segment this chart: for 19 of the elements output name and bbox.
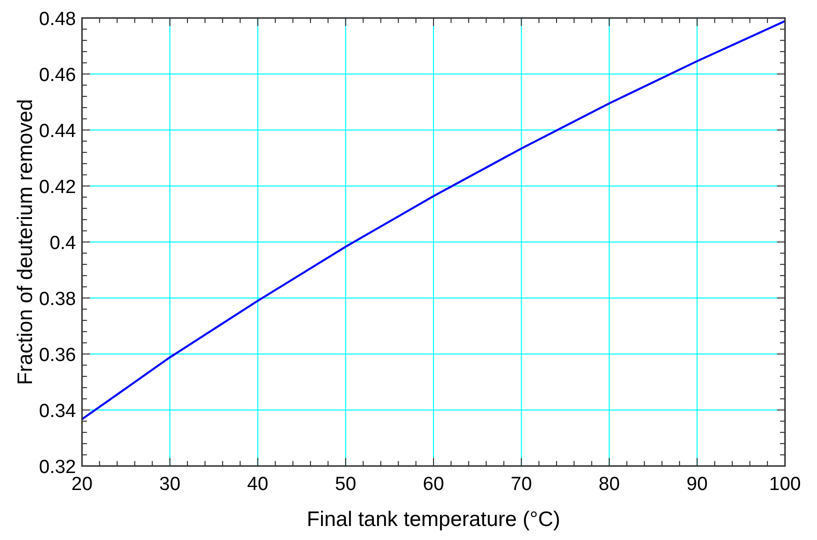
y-axis-title: Fraction of deuterium removed bbox=[14, 99, 37, 385]
x-tick-label: 100 bbox=[769, 474, 801, 495]
x-tick-label: 70 bbox=[510, 474, 532, 495]
y-tick-label: 0.44 bbox=[39, 121, 76, 142]
x-tick-label: 50 bbox=[335, 474, 356, 495]
x-axis-title: Final tank temperature (°C) bbox=[306, 508, 560, 531]
y-tick-label: 0.34 bbox=[39, 401, 76, 422]
y-tick-label: 0.36 bbox=[39, 345, 76, 366]
y-tick-label: 0.42 bbox=[39, 177, 76, 198]
x-tick-label: 90 bbox=[686, 474, 708, 495]
y-tick-label: 0.4 bbox=[50, 233, 76, 254]
y-tick-label: 0.46 bbox=[39, 65, 76, 86]
line-series bbox=[81, 20, 786, 420]
x-tick-label: 80 bbox=[598, 474, 620, 495]
y-tick-label: 0.38 bbox=[39, 289, 76, 310]
x-tick-label: 60 bbox=[422, 474, 444, 495]
y-tick-label: 0.48 bbox=[39, 9, 76, 30]
x-tick-label: 40 bbox=[247, 474, 268, 495]
x-tick-label: 30 bbox=[159, 474, 180, 495]
